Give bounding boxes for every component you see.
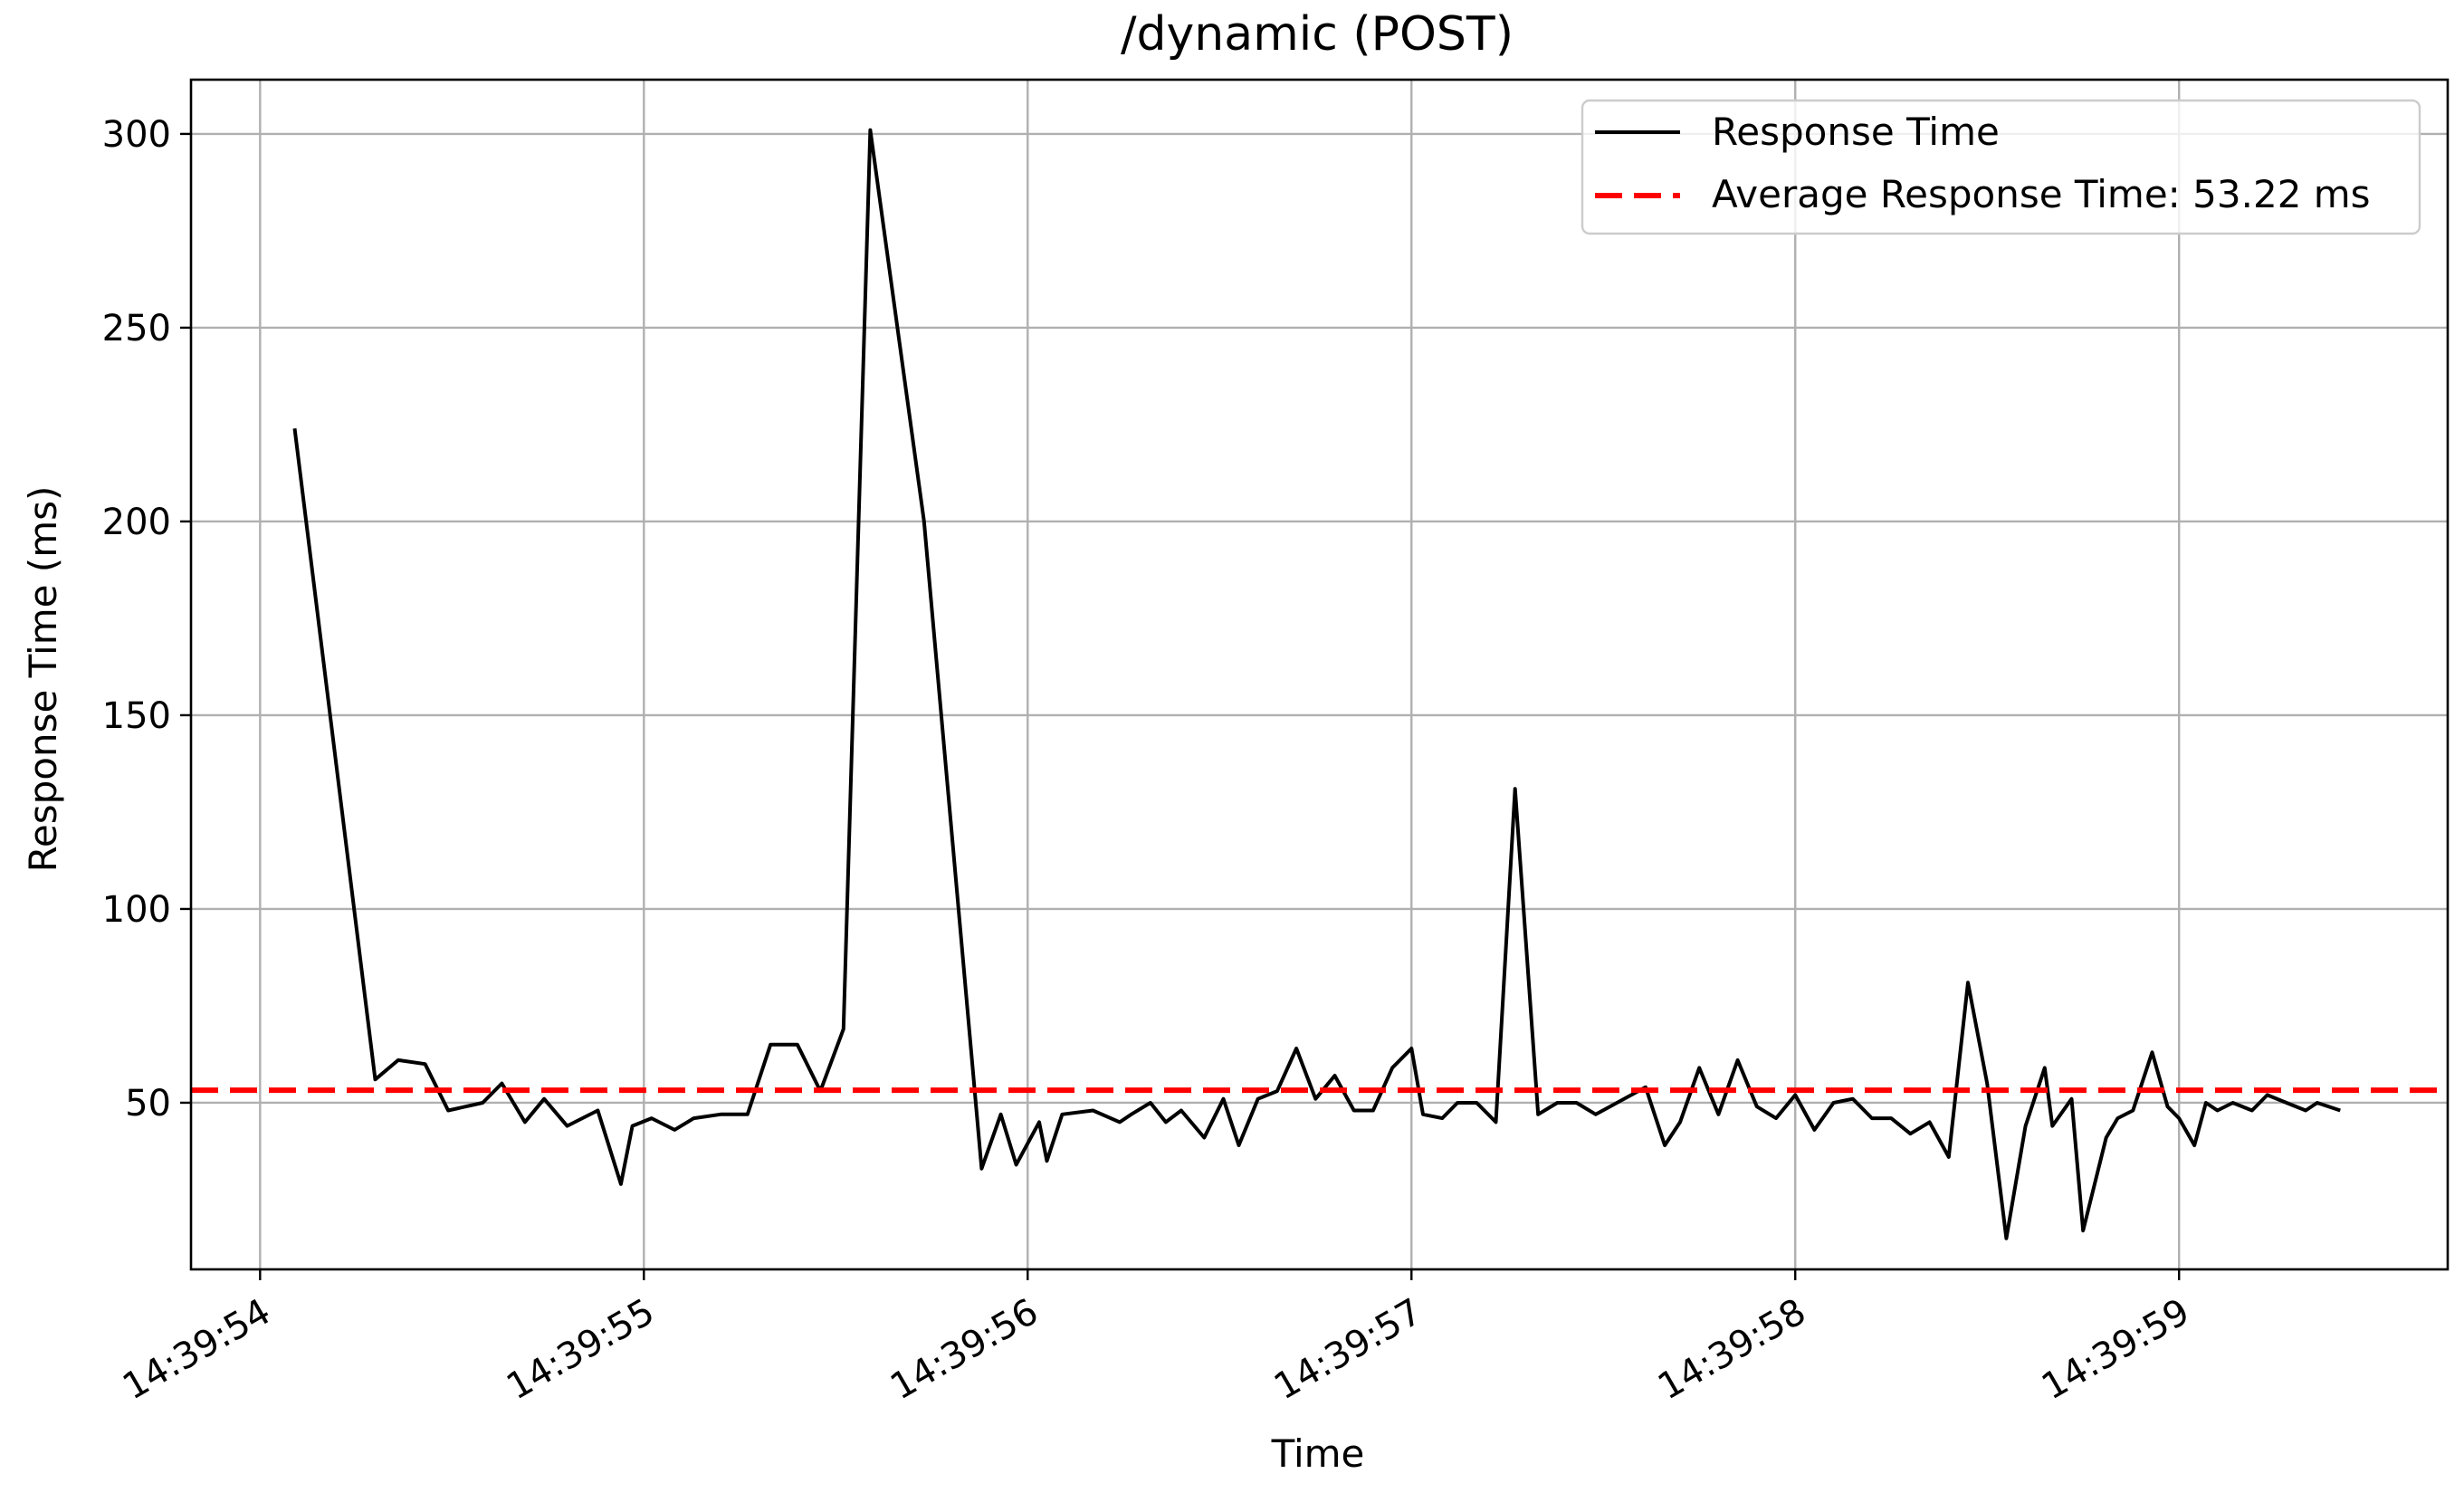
y-axis-label: Response Time (ms)	[21, 486, 65, 873]
y-tick-label: 50	[125, 1083, 171, 1125]
y-tick-label: 100	[102, 889, 171, 931]
legend-label-response-time: Response Time	[1712, 110, 2000, 154]
chart-title: /dynamic (POST)	[1121, 7, 1514, 62]
response-time-line	[292, 128, 2341, 1240]
plot-frame	[189, 78, 2450, 1271]
y-tick-label: 150	[102, 695, 171, 737]
legend: Response Time Average Response Time: 53.…	[1581, 99, 2421, 235]
y-tick-label: 200	[102, 502, 171, 543]
y-tick-label: 300	[102, 114, 171, 156]
legend-box	[1581, 99, 2421, 235]
x-axis-label: Time	[1271, 1431, 1365, 1476]
legend-label-average: Average Response Time: 53.22 ms	[1712, 172, 2371, 216]
plot-area	[191, 128, 2448, 1240]
y-tick-label: 250	[102, 308, 171, 349]
